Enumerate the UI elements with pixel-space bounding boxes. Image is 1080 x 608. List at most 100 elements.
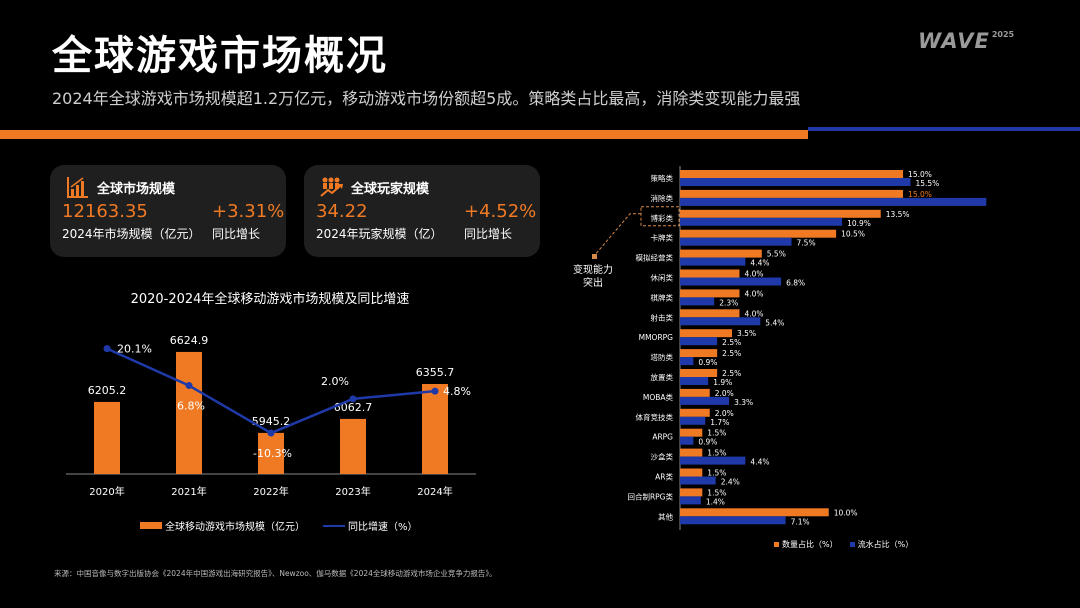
bar-count-体育竞技类 [680,408,710,417]
mobile-market-chart: 6205.22020年6624.92021年5945.22022年6062.72… [66,334,476,498]
bar-chart-growth-icon [67,177,88,198]
count-value-label: 1.5% [707,429,726,438]
bar-revenue-消除类 [680,197,987,206]
growth-value-label: 6.8% [177,400,205,413]
bar-count-策略类 [680,170,904,178]
player-size-label: 2024年玩家规模（亿） [316,227,443,241]
growth-value-label: 4.8% [443,385,471,398]
bar-revenue-卡牌类 [680,237,792,246]
bar-revenue-回合制RPG类 [680,496,701,505]
divider-blue [808,127,1080,131]
category-label: ARPG [652,433,673,442]
bar-revenue-MMORPG [680,337,718,346]
bar-count-卡牌类 [680,229,837,238]
revenue-value-label: 15.5% [915,179,939,188]
category-label: 其他 [658,511,673,521]
count-value-label: 1.5% [707,469,726,478]
x-tick-label: 2020年 [89,485,124,498]
bar-count-其他 [680,508,829,517]
category-label: 博彩类 [651,213,674,223]
revenue-value-label: 2.3% [719,298,738,307]
count-value-label: 10.0% [834,508,858,517]
count-value-label: 1.5% [707,488,726,497]
revenue-value-label: 10.9% [847,219,871,228]
x-tick-label: 2022年 [253,485,288,498]
bar-revenue-博彩类 [680,217,843,226]
growth-value-label: 2.0% [321,375,349,388]
count-value-label: 2.5% [722,349,741,358]
category-label: 塔防类 [651,352,674,362]
bar-count-博彩类 [680,209,881,218]
bar-count-MOBA类 [680,388,710,397]
category-label: 棋牌类 [651,292,674,302]
revenue-value-label: 2.4% [721,478,740,487]
growth-point [103,345,111,353]
revenue-value-label: 1.7% [710,418,729,427]
annotation-text: 变现能力 [573,263,613,276]
revenue-value-label: 7.5% [797,239,816,248]
x-tick-label: 2021年 [171,485,206,498]
bar-count-塔防类 [680,349,718,358]
legend-label-bar: 全球移动游戏市场规模（亿元） [165,522,305,533]
logo-text: WAVE [918,29,990,53]
bar-2024年 [422,384,448,474]
logo-year: 2025 [991,30,1015,39]
count-value-label: 15.0% [908,170,932,179]
revenue-value-label: 0.9% [698,358,717,367]
count-value-label: 4.0% [744,270,763,279]
growth-value-label: 20.1% [117,343,152,356]
x-tick-label: 2024年 [417,485,452,498]
bar-2023年 [340,418,366,474]
legend-label-line: 同比增速（%） [348,522,418,533]
count-value-label: 10.5% [841,230,865,239]
bar-count-休闲类 [680,269,740,278]
bar-count-回合制RPG类 [680,488,703,497]
count-value-label: 2.0% [715,389,734,398]
count-value-label: 1.5% [707,449,726,458]
count-value-label: 4.0% [744,289,763,298]
bar-2021年 [176,351,202,474]
annotation-text: 突出 [583,276,603,289]
count-value-label: 15.0% [908,190,932,199]
bar-revenue-其他 [680,516,786,525]
divider-orange [0,130,808,139]
bar-revenue-策略类 [680,178,911,186]
page-title: 全球游戏市场概况 [52,33,388,79]
revenue-value-label: 7.1% [791,517,810,526]
bar-count-AR类 [680,468,703,477]
bar-revenue-棋牌类 [680,297,715,306]
bar-count-射击类 [680,309,740,318]
legend-swatch-bar [140,522,162,529]
revenue-value-label: 0.9% [698,438,717,447]
bar-revenue-射击类 [680,317,761,326]
count-value-label: 5.5% [767,250,786,259]
growth-point [349,395,357,403]
bar-revenue-模拟经营类 [680,257,746,266]
bar-count-MMORPG [680,329,733,338]
card-title: 全球玩家规模 [351,181,430,197]
count-value-label: 2.0% [715,409,734,418]
revenue-value-label: 6.8% [786,279,805,288]
category-label: MMORPG [639,333,674,342]
growth-point [185,382,193,390]
market-size-label: 2024年市场规模（亿元） [62,227,201,241]
legend-swatch-line [323,524,345,527]
category-label: 放置类 [651,372,674,382]
bar-count-沙盒类 [680,448,703,457]
x-tick-label: 2023年 [335,485,370,498]
bar-revenue-塔防类 [680,357,694,366]
market-size-card: 全球市场规模 12163.35 2024年市场规模（亿元） +3.31% 同比增… [50,165,286,257]
bar-count-模拟经营类 [680,249,762,258]
bar-count-棋牌类 [680,289,740,298]
growth-value-label: -10.3% [253,447,292,460]
category-label: MOBA类 [643,392,674,402]
revenue-value-label: 1.9% [713,378,732,387]
market-growth-label: 同比增长 [212,227,261,241]
player-size-value: 34.22 [316,201,368,222]
count-value-label: 13.5% [886,210,910,219]
category-label: 回合制RPG类 [627,491,673,501]
brand-logo: WAVE 2025 [918,30,1014,52]
category-label: 模拟经营类 [636,253,674,263]
bar-2022年 [258,432,284,474]
